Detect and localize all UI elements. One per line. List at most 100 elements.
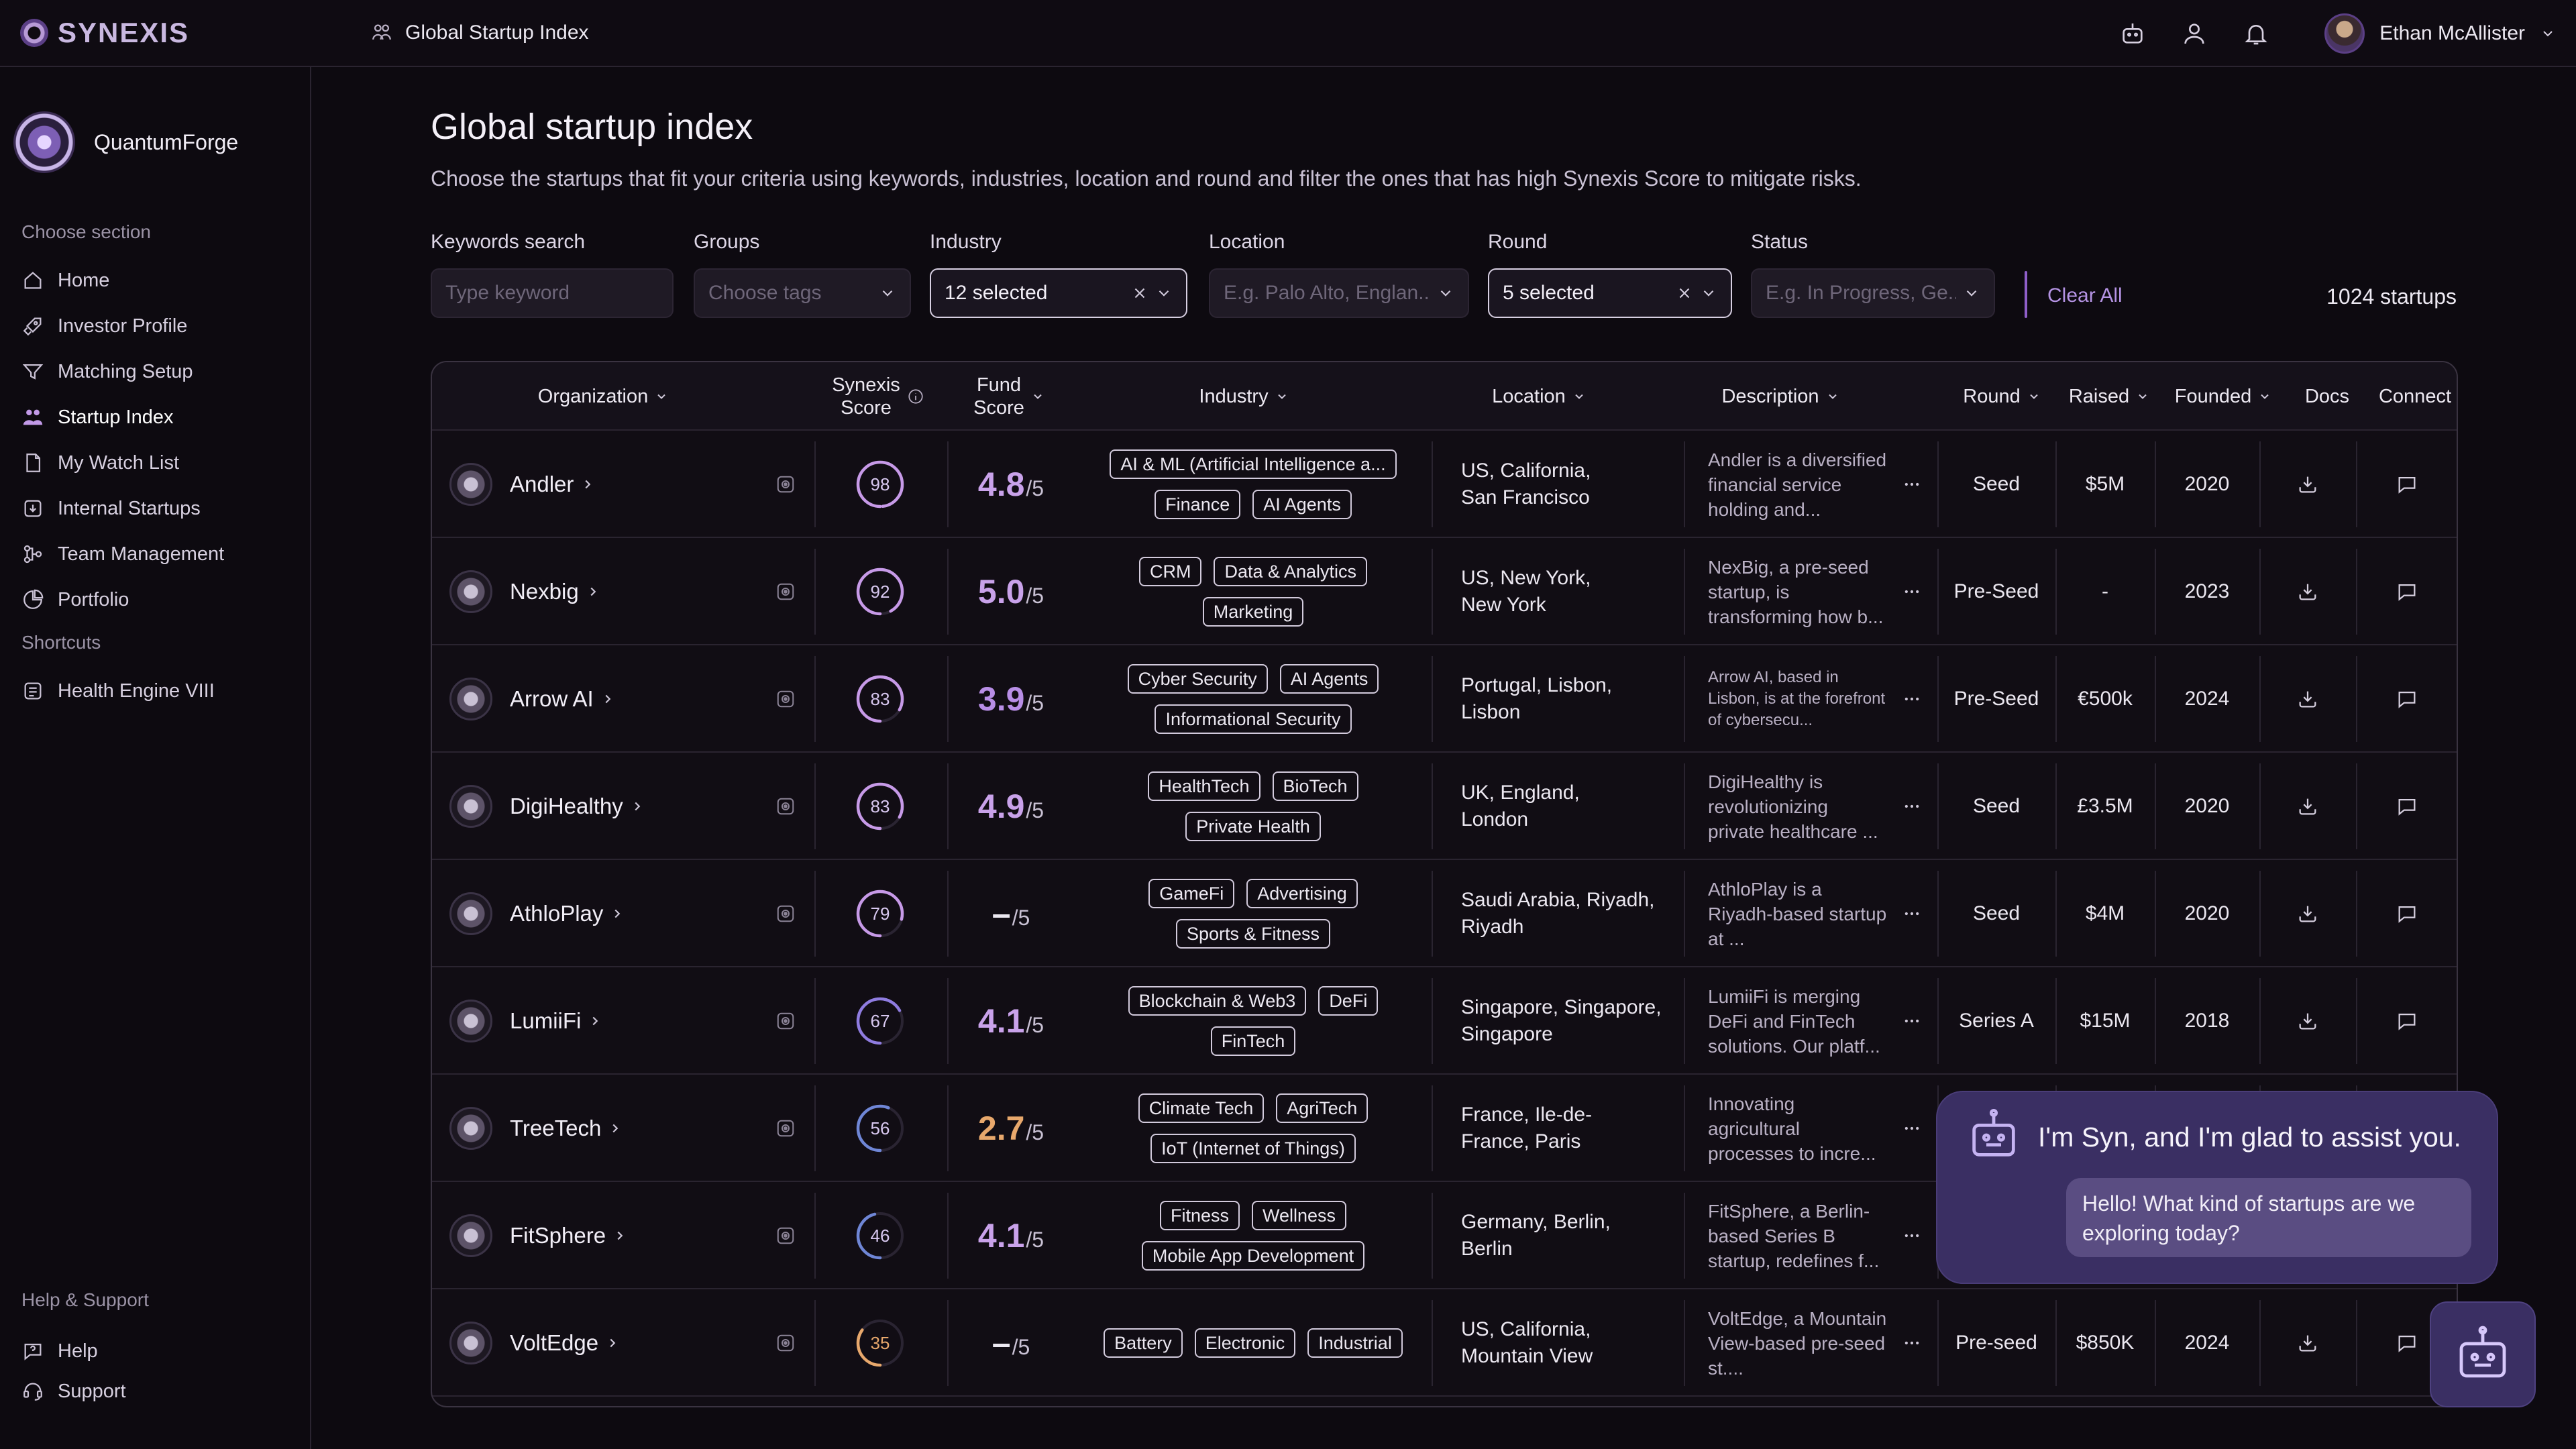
preview-icon[interactable] (775, 582, 796, 602)
industry-tag[interactable]: Data & Analytics (1214, 557, 1368, 586)
groups-select[interactable]: Choose tags (694, 268, 911, 318)
table-row[interactable]: LumiiFi 67 4.1/5 Blockchain & Web3 DeFi FinTe… (432, 967, 2457, 1075)
message-icon[interactable] (2396, 688, 2418, 710)
header-organization[interactable]: Organization (519, 362, 687, 431)
header-fund-score[interactable]: Fund Score (955, 362, 1063, 431)
sidebar-item-portfolio[interactable]: Portfolio (0, 577, 310, 623)
industry-tag[interactable]: AI Agents (1279, 664, 1379, 694)
header-synexis-score[interactable]: Synexis Score (821, 362, 935, 431)
header-founded[interactable]: Founded (2163, 362, 2284, 431)
more-icon[interactable] (1902, 797, 1921, 816)
more-icon[interactable] (1902, 1226, 1921, 1245)
clear-all-button[interactable]: Clear All (2047, 284, 2123, 307)
industry-tag[interactable]: Cyber Security (1127, 664, 1268, 694)
header-industry[interactable]: Industry (1089, 362, 1398, 431)
preview-icon[interactable] (775, 474, 796, 494)
table-row[interactable]: Arrow AI 83 3.9/5 Cyber Security AI Agents In… (432, 645, 2457, 753)
industry-tag[interactable]: GameFi (1148, 879, 1235, 908)
header-location[interactable]: Location (1425, 362, 1653, 431)
org-cell[interactable]: AthloPlay (449, 860, 771, 967)
org-cell[interactable]: Andler (449, 431, 771, 538)
message-icon[interactable] (2396, 473, 2418, 496)
header-round[interactable]: Round (1948, 362, 2055, 431)
industry-tag[interactable]: Battery (1104, 1328, 1183, 1358)
more-icon[interactable] (1902, 1012, 1921, 1030)
org-switcher[interactable]: QuantumForge (13, 111, 310, 173)
industry-tag[interactable]: Finance (1155, 490, 1241, 519)
download-icon[interactable] (2296, 795, 2319, 818)
industry-tag[interactable]: Informational Security (1155, 704, 1352, 734)
download-icon[interactable] (2296, 580, 2319, 603)
industry-tag[interactable]: Private Health (1185, 812, 1321, 841)
more-icon[interactable] (1902, 1334, 1921, 1352)
sidebar-item-internal-startups[interactable]: Internal Startups (0, 486, 310, 531)
industry-tag[interactable]: Wellness (1251, 1201, 1347, 1230)
close-icon[interactable] (1131, 284, 1148, 302)
table-row[interactable]: VoltEdge 35 –/5 Battery Electronic Industrial… (432, 1289, 2457, 1397)
message-icon[interactable] (2396, 1010, 2418, 1032)
org-cell[interactable]: DigiHealthy (449, 753, 771, 860)
preview-icon[interactable] (775, 904, 796, 924)
more-icon[interactable] (1902, 1119, 1921, 1138)
industry-tag[interactable]: Climate Tech (1138, 1093, 1265, 1123)
round-select[interactable]: 5 selected (1488, 268, 1732, 318)
preview-icon[interactable] (775, 1333, 796, 1353)
more-icon[interactable] (1902, 582, 1921, 601)
preview-icon[interactable] (775, 689, 796, 709)
download-icon[interactable] (2296, 902, 2319, 925)
support-link[interactable]: Support (0, 1371, 310, 1411)
sidebar-item-startup-index[interactable]: Startup Index (0, 394, 310, 440)
industry-tag[interactable]: BioTech (1272, 771, 1358, 801)
message-icon[interactable] (2396, 580, 2418, 603)
org-cell[interactable]: FitSphere (449, 1182, 771, 1289)
sidebar-item-home[interactable]: Home (0, 258, 310, 303)
preview-icon[interactable] (775, 1226, 796, 1246)
industry-tag[interactable]: Fitness (1159, 1201, 1240, 1230)
download-icon[interactable] (2296, 1010, 2319, 1032)
org-cell[interactable]: LumiiFi (449, 967, 771, 1075)
shortcut-health-engine[interactable]: Health Engine VIII (0, 668, 310, 714)
preview-icon[interactable] (775, 796, 796, 816)
industry-tag[interactable]: FinTech (1210, 1026, 1296, 1056)
user-menu[interactable]: Ethan McAllister (2324, 13, 2556, 54)
message-icon[interactable] (2396, 795, 2418, 818)
industry-tag[interactable]: Mobile App Development (1141, 1241, 1365, 1271)
message-icon[interactable] (2396, 902, 2418, 925)
sidebar-item-watch-list[interactable]: My Watch List (0, 440, 310, 486)
table-row[interactable]: AthloPlay 79 –/5 GameFi Advertising Sports & … (432, 860, 2457, 967)
preview-icon[interactable] (775, 1118, 796, 1138)
industry-tag[interactable]: Industrial (1307, 1328, 1403, 1358)
help-link[interactable]: Help (0, 1331, 310, 1371)
industry-tag[interactable]: Marketing (1202, 597, 1304, 627)
info-icon[interactable] (907, 388, 924, 405)
industry-tag[interactable]: CRM (1138, 557, 1202, 586)
user-icon[interactable] (2181, 20, 2208, 47)
assistant-launcher-button[interactable] (2430, 1301, 2536, 1407)
table-row[interactable]: Andler 98 4.8/5 AI & ML (Artificial Intelli… (432, 431, 2457, 538)
industry-tag[interactable]: AI & ML (Artificial Intelligence a... (1110, 449, 1397, 479)
header-description[interactable]: Description (1673, 362, 1888, 431)
table-row[interactable]: Nexbig 92 5.0/5 CRM Data & Analytics Marketin… (432, 538, 2457, 645)
org-cell[interactable]: TreeTech (449, 1075, 771, 1182)
keywords-input[interactable]: Type keyword (431, 268, 674, 318)
sidebar-item-investor-profile[interactable]: Investor Profile (0, 303, 310, 349)
close-icon[interactable] (1676, 284, 1693, 302)
download-icon[interactable] (2296, 473, 2319, 496)
industry-tag[interactable]: Sports & Fitness (1175, 919, 1331, 949)
preview-icon[interactable] (775, 1011, 796, 1031)
table-row[interactable]: TreeTech 56 2.7/5 Climate Tech AgriTech IoT (… (432, 1075, 2457, 1182)
sidebar-item-team-management[interactable]: Team Management (0, 531, 310, 577)
more-icon[interactable] (1902, 690, 1921, 708)
industry-tag[interactable]: IoT (Internet of Things) (1150, 1134, 1356, 1163)
industry-tag[interactable]: DeFi (1318, 986, 1379, 1016)
header-raised[interactable]: Raised (2055, 362, 2163, 431)
table-row[interactable]: DigiHealthy 83 4.9/5 HealthTech BioTech Priva… (432, 753, 2457, 860)
message-icon[interactable] (2396, 1332, 2418, 1354)
industry-tag[interactable]: Advertising (1246, 879, 1358, 908)
industry-select[interactable]: 12 selected (930, 268, 1187, 318)
bell-icon[interactable] (2243, 20, 2269, 47)
more-icon[interactable] (1902, 475, 1921, 494)
industry-tag[interactable]: HealthTech (1148, 771, 1260, 801)
industry-tag[interactable]: AI Agents (1252, 490, 1352, 519)
sidebar-item-matching-setup[interactable]: Matching Setup (0, 349, 310, 394)
